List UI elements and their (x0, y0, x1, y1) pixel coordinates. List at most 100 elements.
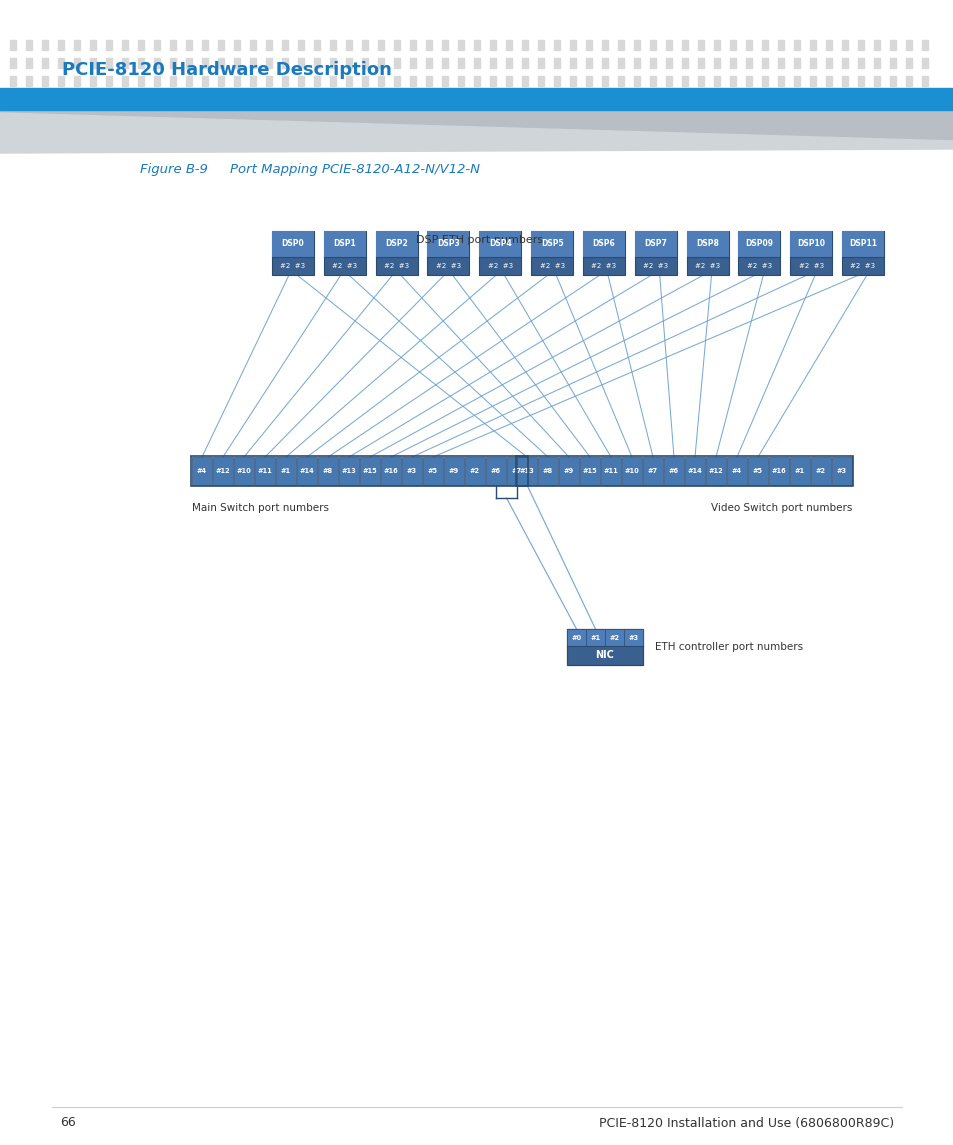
Bar (138, 58, 144, 68)
Text: DSP2: DSP2 (385, 239, 408, 247)
Bar (192, 457, 212, 485)
Text: #1: #1 (794, 468, 804, 474)
Bar (521, 76, 527, 86)
Bar (490, 58, 496, 68)
Bar (634, 40, 639, 50)
Text: DSP8: DSP8 (696, 239, 719, 247)
Bar (297, 94, 304, 104)
Text: DSP11: DSP11 (848, 239, 876, 247)
Bar (42, 40, 48, 50)
Bar (505, 76, 512, 86)
Bar (921, 76, 927, 86)
Bar (266, 76, 272, 86)
Bar (618, 76, 623, 86)
Bar (857, 40, 863, 50)
Bar (338, 457, 358, 485)
Bar (778, 94, 783, 104)
Bar (537, 457, 558, 485)
Bar (170, 76, 175, 86)
Text: #14: #14 (299, 468, 314, 474)
Bar (122, 76, 128, 86)
Text: #2: #2 (470, 468, 479, 474)
Text: NIC: NIC (595, 650, 614, 661)
Text: Video Switch port numbers: Video Switch port numbers (710, 503, 851, 513)
Text: #15: #15 (362, 468, 377, 474)
Text: #1: #1 (280, 468, 291, 474)
Bar (601, 76, 607, 86)
Bar (809, 94, 815, 104)
Bar (410, 40, 416, 50)
Text: DSP09: DSP09 (744, 239, 773, 247)
Text: #11: #11 (603, 468, 618, 474)
Bar (170, 40, 175, 50)
Polygon shape (0, 113, 953, 153)
Bar (153, 40, 160, 50)
Bar (58, 58, 64, 68)
Text: DSP ETH port numbers: DSP ETH port numbers (416, 235, 543, 245)
Bar (634, 231, 676, 256)
Bar (537, 40, 543, 50)
Bar (282, 58, 288, 68)
Text: Port Mapping PCIE-8120-A12-N/V12-N: Port Mapping PCIE-8120-A12-N/V12-N (230, 164, 479, 176)
Bar (10, 40, 16, 50)
Bar (106, 94, 112, 104)
Bar (554, 94, 559, 104)
Text: PCIE-8120 Hardware Description: PCIE-8120 Hardware Description (62, 61, 392, 79)
Bar (505, 94, 512, 104)
Bar (681, 76, 687, 86)
Bar (537, 76, 543, 86)
Bar (505, 58, 512, 68)
Text: #2  #3: #2 #3 (436, 262, 460, 269)
Text: #8: #8 (542, 468, 553, 474)
Bar (202, 40, 208, 50)
Bar (441, 40, 448, 50)
Bar (474, 40, 479, 50)
Bar (153, 58, 160, 68)
Bar (634, 231, 676, 275)
Bar (537, 94, 543, 104)
Bar (490, 94, 496, 104)
Text: #16: #16 (383, 468, 398, 474)
Text: DSP5: DSP5 (540, 239, 563, 247)
Bar (889, 76, 895, 86)
Text: PCIE-8120 Installation and Use (6806800R89C): PCIE-8120 Installation and Use (6806800R… (598, 1116, 893, 1129)
Text: DSP0: DSP0 (281, 239, 304, 247)
Bar (380, 457, 400, 485)
Bar (729, 94, 735, 104)
Bar (665, 40, 671, 50)
Bar (42, 76, 48, 86)
Text: #2  #3: #2 #3 (642, 262, 668, 269)
Bar (585, 58, 592, 68)
Bar (394, 94, 399, 104)
Bar (138, 94, 144, 104)
Bar (841, 231, 883, 256)
Bar (26, 76, 32, 86)
Bar (410, 58, 416, 68)
Bar (106, 40, 112, 50)
Bar (296, 457, 316, 485)
Bar (122, 94, 128, 104)
Text: #9: #9 (563, 468, 574, 474)
Text: #5: #5 (752, 468, 762, 474)
Bar (857, 94, 863, 104)
Bar (921, 94, 927, 104)
Bar (266, 58, 272, 68)
Bar (191, 456, 527, 485)
Bar (359, 457, 379, 485)
Bar (729, 76, 735, 86)
Bar (422, 457, 442, 485)
Bar (793, 76, 800, 86)
Bar (713, 94, 720, 104)
Bar (618, 40, 623, 50)
Bar (649, 58, 656, 68)
Text: #13: #13 (519, 468, 534, 474)
Bar (361, 58, 368, 68)
Bar (457, 94, 463, 104)
Bar (841, 58, 847, 68)
Text: #2  #3: #2 #3 (332, 262, 357, 269)
Bar (642, 457, 662, 485)
Bar (778, 58, 783, 68)
Bar (585, 94, 592, 104)
Bar (186, 40, 192, 50)
Bar (330, 94, 335, 104)
